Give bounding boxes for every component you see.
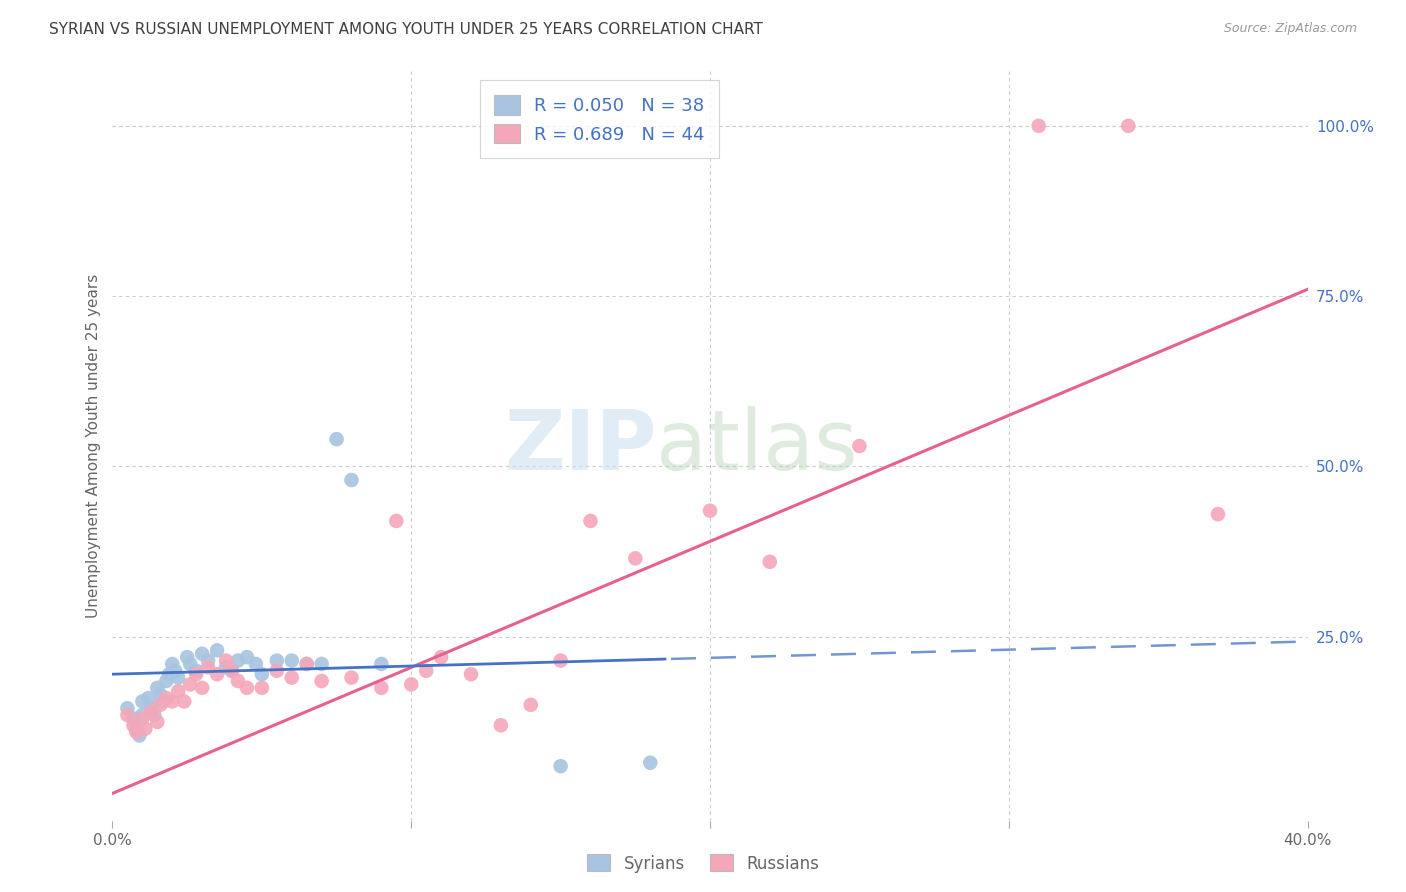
Point [266,664,288,678]
Point [141,701,163,715]
Point [205,643,228,657]
Point [624,551,647,566]
Point [191,647,214,661]
Legend: R = 0.050   N = 38, R = 0.689   N = 44: R = 0.050 N = 38, R = 0.689 N = 44 [479,80,718,158]
Point [122,718,145,732]
Point [221,664,243,678]
Point [1028,119,1050,133]
Point [550,654,572,668]
Point [146,681,169,695]
Point [520,698,543,712]
Point [340,473,363,487]
Point [550,759,572,773]
Point [281,671,304,685]
Point [250,667,273,681]
Point [370,657,392,671]
Point [173,694,195,708]
Point [197,660,219,674]
Point [415,664,437,678]
Point [759,555,782,569]
Point [579,514,602,528]
Point [1118,119,1140,133]
Point [430,650,453,665]
Point [385,514,408,528]
Point [179,677,201,691]
Point [370,681,392,695]
Legend: Syrians, Russians: Syrians, Russians [581,847,825,880]
Point [205,667,228,681]
Text: Source: ZipAtlas.com: Source: ZipAtlas.com [1223,22,1357,36]
Point [460,667,482,681]
Point [226,654,249,668]
Point [186,664,208,678]
Point [640,756,662,770]
Y-axis label: Unemployment Among Youth under 25 years: Unemployment Among Youth under 25 years [86,274,101,618]
Point [245,657,267,671]
Point [295,657,318,671]
Point [152,694,174,708]
Point [179,657,201,671]
Point [266,654,288,668]
Point [250,681,273,695]
Point [131,711,153,725]
Point [134,722,156,736]
Point [149,698,172,712]
Point [125,722,148,736]
Point [128,729,150,743]
Point [155,673,177,688]
Point [117,701,139,715]
Point [125,725,148,739]
Point [197,654,219,668]
Point [191,681,214,695]
Point [138,691,160,706]
Point [1206,507,1229,521]
Point [117,708,139,723]
Point [340,671,363,685]
Point [143,708,166,723]
Point [157,667,180,681]
Point [146,714,169,729]
Point [149,688,172,702]
Point [167,671,190,685]
Point [226,673,249,688]
Point [848,439,870,453]
Point [401,677,423,691]
Point [221,664,243,678]
Point [215,660,238,674]
Point [122,711,145,725]
Point [131,694,153,708]
Point [311,657,333,671]
Point [162,694,183,708]
Point [325,432,347,446]
Text: SYRIAN VS RUSSIAN UNEMPLOYMENT AMONG YOUTH UNDER 25 YEARS CORRELATION CHART: SYRIAN VS RUSSIAN UNEMPLOYMENT AMONG YOU… [49,22,763,37]
Point [141,705,163,719]
Point [167,684,190,698]
Text: ZIP: ZIP [503,406,657,486]
Point [162,657,183,671]
Point [311,673,333,688]
Point [165,664,187,678]
Point [176,650,198,665]
Point [186,667,208,681]
Point [215,654,238,668]
Point [236,681,259,695]
Point [699,504,721,518]
Point [489,718,512,732]
Point [155,691,177,706]
Point [295,657,318,671]
Point [131,708,153,723]
Text: atlas: atlas [657,406,858,486]
Point [281,654,304,668]
Point [236,650,259,665]
